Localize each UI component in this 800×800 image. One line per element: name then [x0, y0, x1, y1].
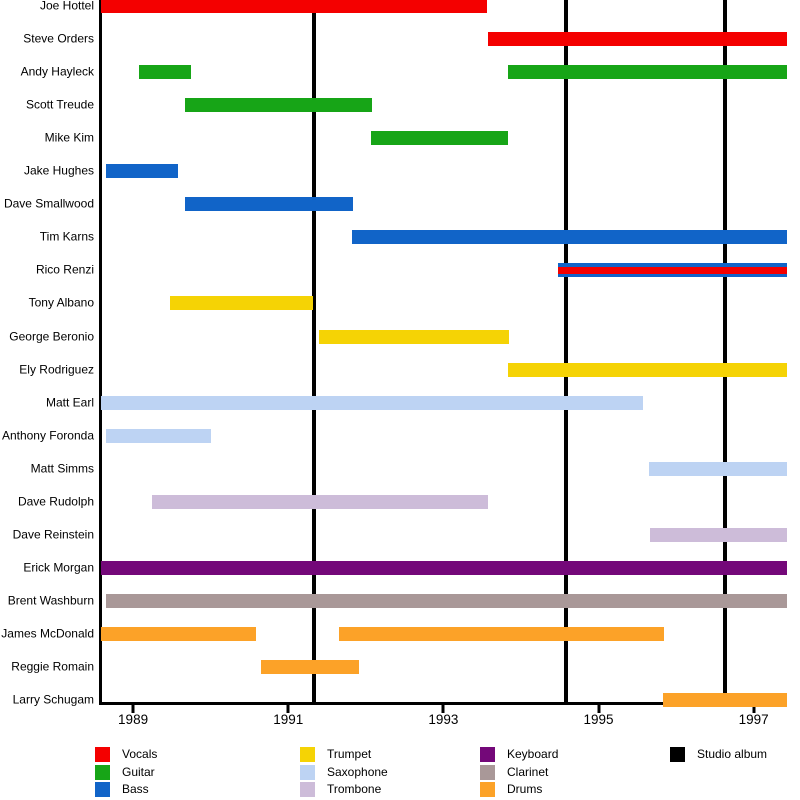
member-tenure-bar [339, 627, 664, 642]
member-tenure-bar [261, 660, 359, 675]
member-name: Matt Earl [45, 395, 94, 410]
member-tenure-bar [351, 230, 787, 245]
legend-swatch-trombone [300, 782, 315, 798]
legend-label-trumpet: Trumpet [327, 747, 372, 761]
member-name: George Beronio [9, 329, 94, 343]
x-axis-tick [597, 703, 600, 713]
member-tenure-bar [558, 263, 787, 278]
legend-swatch-keyboard [480, 747, 495, 762]
member-name: Reggie Romain [11, 659, 94, 674]
member-tenure-bar [507, 64, 787, 79]
member-name: Tim Karns [39, 229, 94, 244]
member-tenure-bar [105, 428, 211, 443]
member-name: Tony Albano [28, 295, 94, 310]
member-tenure-bar [105, 164, 179, 179]
legend-swatch-vocals [95, 747, 110, 762]
x-axis-tick-label: 1989 [118, 711, 149, 727]
legend-label-studio-album: Studio album [697, 747, 768, 761]
legend-label-saxophone: Saxophone [327, 764, 388, 779]
member-tenure-bar [648, 461, 787, 476]
legend-label-vocals: Vocals [122, 747, 158, 761]
member-tenure-bar [100, 560, 787, 575]
member-name: Brent Washburn [7, 593, 94, 608]
member-tenure-bar [139, 64, 192, 79]
member-tenure-bar [170, 296, 314, 311]
member-name: Andy Hayleck [20, 64, 94, 79]
member-tenure-bar [185, 197, 354, 212]
member-name: Larry Schugam [12, 692, 94, 707]
secondary-role-stripe [558, 266, 787, 274]
legend-label-trombone: Trombone [327, 782, 382, 797]
member-name: Dave Smallwood [3, 196, 94, 211]
legend-label-guitar: Guitar [122, 764, 155, 779]
member-tenure-bar [371, 131, 508, 146]
member-name: Anthony Foronda [1, 428, 94, 443]
member-tenure-bar [319, 329, 509, 344]
member-tenure-bar [185, 98, 372, 112]
member-name: Scott Treude [25, 97, 94, 112]
legend-label-keyboard: Keyboard [507, 747, 559, 761]
member-name: Jake Hughes [23, 163, 94, 178]
member-name: Erick Morgan [23, 560, 94, 575]
legend-swatch-bass [95, 782, 110, 798]
legend-swatch-clarinet [480, 764, 495, 780]
legend-swatch-studio-album [670, 747, 685, 762]
y-axis-line [99, 0, 102, 705]
member-tenure-bar [151, 494, 489, 509]
legend-label-clarinet: Clarinet [507, 764, 549, 779]
x-axis-tick [752, 703, 756, 713]
legend-swatch-guitar [95, 764, 110, 780]
member-tenure-bar [649, 527, 787, 542]
member-name: Dave Rudolph [17, 494, 94, 509]
x-axis-line [99, 702, 787, 705]
member-name: Matt Simms [30, 461, 94, 476]
member-tenure-bar [487, 31, 787, 46]
legend-swatch-drums [480, 782, 495, 798]
x-axis-tick [131, 703, 135, 713]
legend-swatch-trumpet [300, 747, 315, 762]
legend-label-bass: Bass [122, 782, 149, 797]
member-name: Dave Reinstein [12, 527, 94, 542]
studio-album-line [311, 0, 316, 704]
x-axis-tick-label: 1995 [583, 711, 614, 727]
member-name: James McDonald [1, 626, 94, 641]
legend-swatch-saxophone [300, 764, 315, 780]
x-axis-tick [441, 703, 445, 713]
member-tenure-bar [662, 693, 787, 708]
legend-label-drums: Drums [507, 782, 543, 797]
x-axis-tick [286, 703, 290, 713]
x-axis-tick-label: 1997 [738, 711, 769, 727]
member-tenure-bar [100, 395, 644, 410]
member-name: Steve Orders [23, 31, 94, 46]
member-tenure-bar [100, 627, 256, 642]
member-name: Ely Rodriguez [19, 362, 94, 377]
studio-album-line [722, 0, 727, 704]
x-axis-tick-label: 1993 [428, 711, 459, 727]
member-name: Mike Kim [44, 130, 94, 145]
member-name: Joe Hottel [39, 0, 94, 13]
x-axis-tick-label: 1991 [273, 711, 304, 727]
member-tenure-bar [507, 362, 787, 377]
member-tenure-bar [105, 594, 787, 609]
member-tenure-bar [100, 0, 487, 13]
member-name: Rico Renzi [35, 262, 94, 277]
studio-album-line [563, 0, 568, 704]
